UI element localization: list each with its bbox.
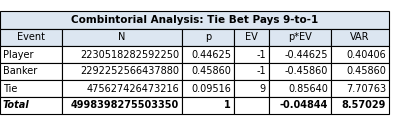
Bar <box>182 46 234 63</box>
Bar <box>182 97 234 114</box>
Bar <box>331 97 389 114</box>
Text: p: p <box>205 32 211 42</box>
Bar <box>62 63 182 80</box>
Text: 0.09516: 0.09516 <box>191 84 231 94</box>
Bar <box>234 80 269 97</box>
Bar <box>269 46 331 63</box>
Text: -0.45860: -0.45860 <box>284 66 328 76</box>
Bar <box>269 29 331 46</box>
Text: 0.85640: 0.85640 <box>288 84 328 94</box>
Text: N: N <box>118 32 126 42</box>
Text: 0.45860: 0.45860 <box>346 66 386 76</box>
Text: 2230518282592250: 2230518282592250 <box>80 50 179 59</box>
Bar <box>0 29 62 46</box>
Bar <box>331 46 389 63</box>
Text: 7.70763: 7.70763 <box>346 84 386 94</box>
Bar <box>269 63 331 80</box>
Text: p*EV: p*EV <box>288 32 312 42</box>
Bar <box>234 46 269 63</box>
Bar <box>331 29 389 46</box>
Text: 0.40406: 0.40406 <box>346 50 386 59</box>
Bar <box>234 29 269 46</box>
Text: Total: Total <box>3 100 30 110</box>
Bar <box>269 97 331 114</box>
Text: 475627426473216: 475627426473216 <box>86 84 179 94</box>
Text: 2292252566437880: 2292252566437880 <box>80 66 179 76</box>
Text: 8.57029: 8.57029 <box>342 100 386 110</box>
Text: -0.04844: -0.04844 <box>280 100 328 110</box>
Bar <box>0 80 62 97</box>
Text: -1: -1 <box>256 66 266 76</box>
Text: Banker: Banker <box>3 66 37 76</box>
Bar <box>331 80 389 97</box>
Text: VAR: VAR <box>350 32 370 42</box>
Bar <box>269 80 331 97</box>
Text: 1: 1 <box>224 100 231 110</box>
Bar <box>0 63 62 80</box>
Text: 9: 9 <box>260 84 266 94</box>
Bar <box>0 11 389 29</box>
Bar <box>182 29 234 46</box>
Bar <box>0 97 62 114</box>
Text: -1: -1 <box>256 50 266 59</box>
Bar <box>62 80 182 97</box>
Bar <box>182 63 234 80</box>
Text: Event: Event <box>17 32 45 42</box>
Bar <box>182 80 234 97</box>
Bar <box>62 46 182 63</box>
Text: Combintorial Analysis: Tie Bet Pays 9-to-1: Combintorial Analysis: Tie Bet Pays 9-to… <box>71 15 318 25</box>
Bar <box>234 97 269 114</box>
Text: Player: Player <box>3 50 33 59</box>
Bar <box>234 63 269 80</box>
Bar <box>62 29 182 46</box>
Text: 0.44625: 0.44625 <box>191 50 231 59</box>
Bar <box>331 63 389 80</box>
Text: 4998398275503350: 4998398275503350 <box>71 100 179 110</box>
Bar <box>62 97 182 114</box>
Text: -0.44625: -0.44625 <box>284 50 328 59</box>
Text: EV: EV <box>245 32 258 42</box>
Text: 0.45860: 0.45860 <box>191 66 231 76</box>
Text: Tie: Tie <box>3 84 17 94</box>
Bar <box>0 46 62 63</box>
